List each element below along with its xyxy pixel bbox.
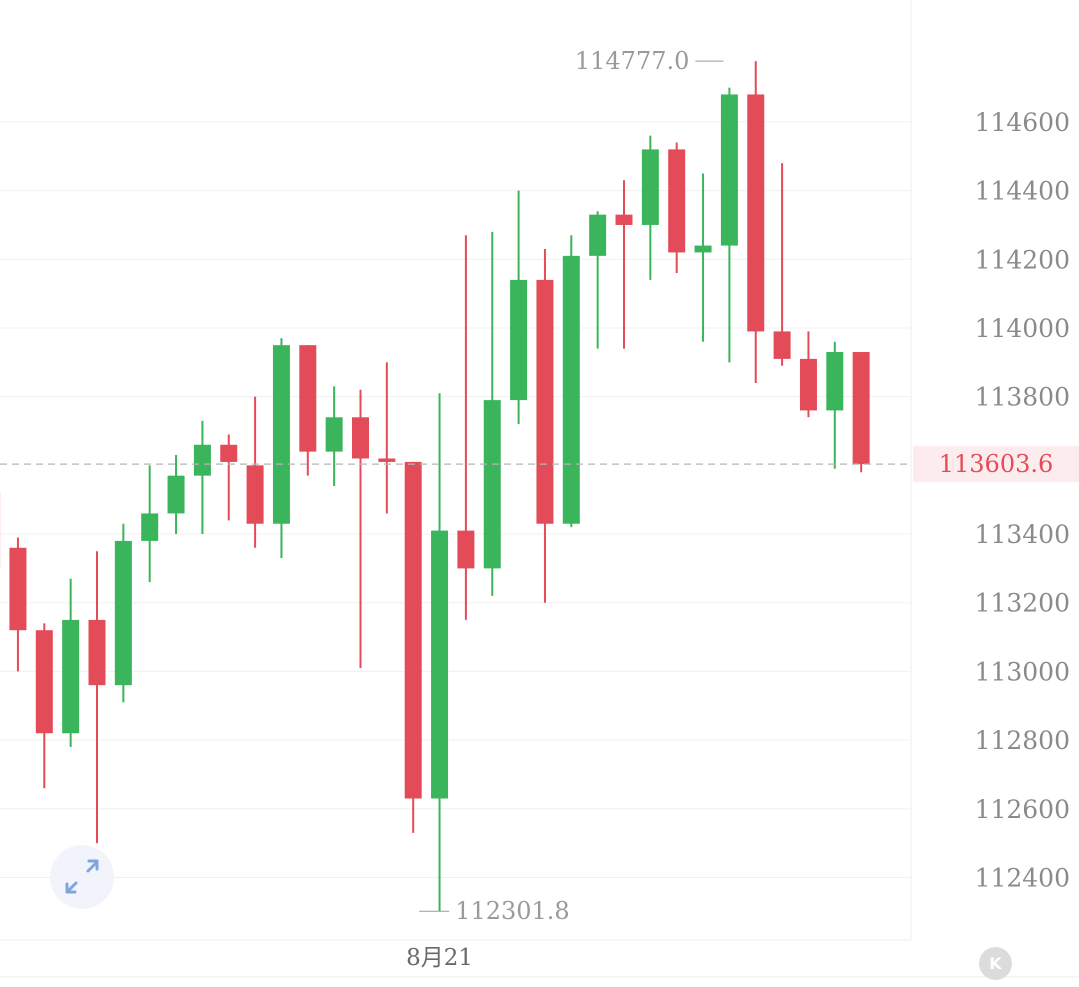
time-axis: 8月21 xyxy=(406,945,473,971)
y-tick-label: 114000 xyxy=(975,314,1070,343)
y-tick-label: 113200 xyxy=(975,589,1070,618)
candle-up xyxy=(272,338,290,559)
candle-body xyxy=(510,279,528,401)
candle-body xyxy=(352,417,369,459)
y-tick-label: 114400 xyxy=(975,177,1070,206)
candle-body xyxy=(694,245,712,253)
price-axis: 112400 112600 112800 113000 113200 113400 1138… xyxy=(975,108,1070,893)
candle-body xyxy=(483,400,501,569)
candle-down xyxy=(852,352,870,473)
candle-up xyxy=(325,386,343,486)
candle-down xyxy=(352,389,369,668)
candle-body xyxy=(431,530,449,799)
low-annotation-label: 112301.8 xyxy=(455,897,570,925)
candle-down xyxy=(615,180,633,349)
candle-body xyxy=(747,94,765,332)
candle-body xyxy=(35,630,53,734)
candle-down xyxy=(668,142,686,274)
candle-down xyxy=(404,461,422,833)
candle-down xyxy=(88,551,106,844)
candle-down xyxy=(9,537,27,672)
candle-up xyxy=(167,455,185,535)
candle-down xyxy=(536,248,554,603)
candle-up xyxy=(62,578,80,747)
candle-down xyxy=(35,623,53,789)
candle-up xyxy=(193,420,211,535)
y-tick-label: 113800 xyxy=(975,383,1070,412)
candle-body xyxy=(536,279,554,524)
candle-body xyxy=(246,465,264,524)
candle-down xyxy=(299,345,317,476)
y-tick-label: 112800 xyxy=(975,726,1070,755)
annotations: 114777.0 112301.8 xyxy=(419,47,724,925)
current-price-tag-background xyxy=(913,446,1079,483)
candle-up xyxy=(141,465,159,583)
y-tick-label: 114200 xyxy=(975,245,1070,274)
candle-body xyxy=(193,444,211,476)
candle-body xyxy=(272,345,290,524)
k-line-icon: K xyxy=(989,954,1002,973)
candle-down xyxy=(378,362,396,514)
y-tick-label: 112400 xyxy=(975,863,1070,892)
candle-body xyxy=(457,530,475,569)
candle-down xyxy=(747,61,765,383)
candle-body xyxy=(852,352,870,465)
k-line-toggle-button[interactable]: K xyxy=(979,947,1012,980)
candle-down xyxy=(246,396,264,548)
candle-up xyxy=(589,211,607,349)
candle-down xyxy=(773,163,791,366)
candle-up xyxy=(641,135,659,280)
candle-body xyxy=(826,352,844,411)
candle-body xyxy=(799,358,817,411)
candle-up xyxy=(826,341,844,469)
candle-body xyxy=(114,540,132,686)
y-tick-label: 114600 xyxy=(975,108,1070,137)
current-price-tag: 113603.6 xyxy=(939,450,1054,478)
candle-body xyxy=(720,94,738,246)
candle-body xyxy=(9,547,27,631)
expand-icon xyxy=(65,859,99,894)
candle-up xyxy=(562,235,580,528)
candle-up xyxy=(431,393,449,912)
x-tick-label: 8月21 xyxy=(406,945,473,971)
candle-body xyxy=(641,149,659,225)
y-tick-label: 113000 xyxy=(975,657,1070,686)
candle-up xyxy=(694,173,712,342)
candle-body xyxy=(325,417,343,452)
candle-body xyxy=(589,214,607,256)
candle-up xyxy=(114,523,132,703)
candle-body xyxy=(615,214,633,225)
y-tick-label: 112600 xyxy=(975,795,1070,824)
candle-body xyxy=(62,619,80,734)
candle-body xyxy=(668,149,686,253)
candle-body xyxy=(562,255,580,524)
high-annotation-label: 114777.0 xyxy=(575,47,690,75)
candle-up xyxy=(510,190,528,425)
candle-body xyxy=(88,619,106,686)
candle-down xyxy=(220,434,238,521)
expand-chart-button[interactable] xyxy=(50,845,114,909)
candle-body xyxy=(404,461,422,799)
candle-body xyxy=(141,513,159,541)
candle-up xyxy=(720,87,738,363)
candle-body xyxy=(167,475,185,514)
y-tick-label: 113400 xyxy=(975,520,1070,549)
candle-down xyxy=(457,235,475,620)
candles xyxy=(0,61,870,912)
candle-body xyxy=(773,331,791,359)
candle-body xyxy=(299,345,317,452)
candle-up xyxy=(483,231,501,596)
candle-body xyxy=(220,444,238,462)
candle-body xyxy=(378,458,396,462)
candle-down xyxy=(799,331,817,418)
